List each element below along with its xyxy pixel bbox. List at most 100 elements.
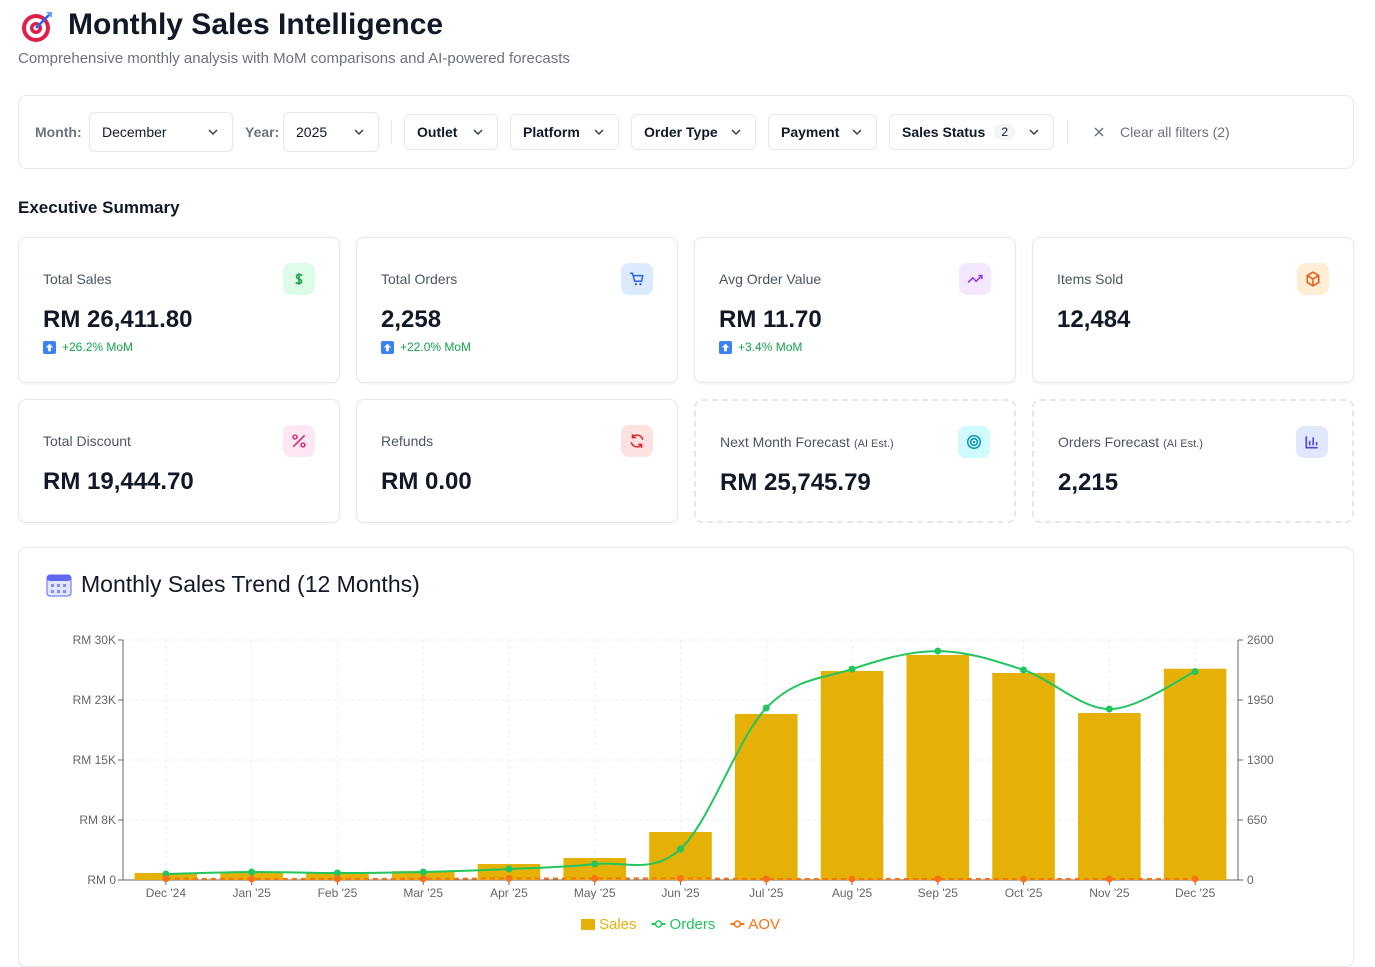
line-point (1191, 668, 1199, 676)
x-tick-label: Apr '25 (490, 886, 528, 900)
kpi-label-text: Items Sold (1057, 271, 1124, 287)
kpi-change: +22.0% MoM (381, 340, 471, 354)
legend-swatch (733, 920, 742, 928)
line-point (762, 704, 770, 712)
line-point (505, 865, 513, 873)
kpi-glyph (295, 273, 303, 285)
legend-label: Orders (670, 916, 716, 933)
kpi-change-text: +3.4% MoM (738, 340, 803, 354)
kpi-change: +3.4% MoM (719, 340, 802, 354)
kpi-icon (621, 263, 653, 295)
bar (820, 671, 884, 880)
up-icon (381, 340, 394, 354)
y2-tick-label: 0 (1247, 873, 1254, 887)
dropdown-label: Outlet (417, 124, 458, 140)
kpi-glyph (630, 434, 644, 448)
kpi-glyph (630, 272, 644, 286)
filter-count-badge: 2 (994, 124, 1015, 140)
filter-dropdown[interactable]: Platform (510, 114, 619, 150)
x-tick-label: Nov '25 (1089, 886, 1130, 900)
chevron (731, 129, 741, 136)
kpi-glyph (1305, 436, 1318, 449)
kpi-icon (959, 263, 991, 295)
kpi-card: Total Orders 2,258 +22.0% MoM (356, 237, 678, 383)
kpi-glyph (292, 434, 306, 448)
line-point (248, 868, 256, 876)
chart-card (18, 547, 1354, 967)
chart-icon (46, 574, 72, 597)
month-select[interactable]: December (89, 112, 233, 152)
x-tick-label: May '25 (574, 886, 616, 900)
chevron (354, 129, 364, 136)
kpi-value: RM 19,444.70 (43, 468, 194, 495)
line-point (677, 874, 684, 882)
kpi-label-text: Total Orders (381, 271, 458, 287)
select-value: December (102, 124, 167, 140)
kpi-label: Refunds (381, 433, 433, 449)
kpi-label-text: Orders Forecast (1058, 434, 1160, 450)
kpi-label: Avg Order Value (719, 271, 821, 287)
kpi-glyph (1306, 271, 1320, 287)
kpi-glyph (967, 274, 983, 283)
clear-icon (1094, 127, 1104, 137)
kpi-value: 2,258 (381, 306, 442, 333)
kpi-glyph (966, 434, 982, 450)
kpi-value: 2,215 (1058, 469, 1119, 496)
kpi-icon (958, 426, 990, 458)
legend-swatch (654, 920, 663, 928)
kpi-label-text: Avg Order Value (719, 271, 822, 287)
section-title: Executive Summary (18, 198, 180, 217)
separator (391, 120, 392, 144)
x-tick-label: Oct '25 (1005, 886, 1043, 900)
dashboard: Monthly Sales Intelligence Comprehensive… (18, 8, 1354, 967)
kpi-label-text: Total Sales (43, 271, 112, 287)
dropdown-label: Platform (523, 124, 580, 140)
x-tick-label: Jan '25 (232, 886, 271, 900)
chart-title: Monthly Sales Trend (12 Months) (81, 571, 420, 597)
line-point (1020, 666, 1028, 674)
line-point (1191, 875, 1199, 883)
kpi-note: (AI Est.) (1163, 438, 1203, 450)
kpi-card: Total Discount RM 19,444.70 (18, 399, 340, 523)
bar (649, 832, 712, 880)
line-point (762, 875, 770, 883)
clear-label: Clear all filters (2) (1120, 124, 1230, 140)
line-point (1020, 875, 1028, 883)
line-point (248, 875, 256, 883)
line-point (848, 665, 856, 673)
line-point (591, 875, 599, 883)
line-point (505, 874, 513, 882)
line-point (934, 875, 942, 883)
y2-tick-label: 1950 (1247, 693, 1274, 707)
kpi-change-text: +26.2% MoM (62, 340, 134, 354)
x-tick-label: Dec '24 (146, 886, 187, 900)
kpi-value: RM 11.70 (719, 306, 822, 333)
kpi-card: Total Sales RM 26,411.80 +26.2% MoM (18, 237, 340, 383)
x-tick-label: Feb '25 (318, 886, 358, 900)
kpi-label-text: Refunds (381, 433, 434, 449)
kpi-label: Total Discount (43, 433, 131, 449)
kpi-label: Next Month Forecast (AI Est.) (720, 434, 894, 450)
kpi-change: +26.2% MoM (43, 340, 133, 354)
filter-dropdown[interactable]: Order Type (631, 114, 756, 150)
filter-dropdown[interactable]: Payment (768, 114, 877, 150)
title-icon (22, 12, 52, 42)
clear-filters[interactable]: Clear all filters (2) (1092, 122, 1230, 142)
kpi-icon (283, 425, 315, 457)
filter-dropdown[interactable]: Sales Status 2 (889, 114, 1054, 150)
up-icon (719, 340, 732, 354)
bar (1163, 668, 1227, 880)
kpi-label: Orders Forecast (AI Est.) (1058, 434, 1203, 450)
y2-tick-label: 2600 (1247, 633, 1274, 647)
y2-tick-label: 1300 (1247, 753, 1274, 767)
kpi-label-text: Next Month Forecast (720, 434, 850, 450)
filter-label: Year: (245, 124, 280, 140)
chevron (208, 129, 218, 136)
kpi-card: Refunds RM 0.00 (356, 399, 678, 523)
year-select[interactable]: 2025 (283, 112, 379, 152)
line-point (419, 868, 427, 876)
select-value: 2025 (296, 124, 328, 140)
line-point (591, 860, 599, 868)
filter-dropdown[interactable]: Outlet (404, 114, 498, 150)
legend-label: AOV (748, 916, 780, 933)
